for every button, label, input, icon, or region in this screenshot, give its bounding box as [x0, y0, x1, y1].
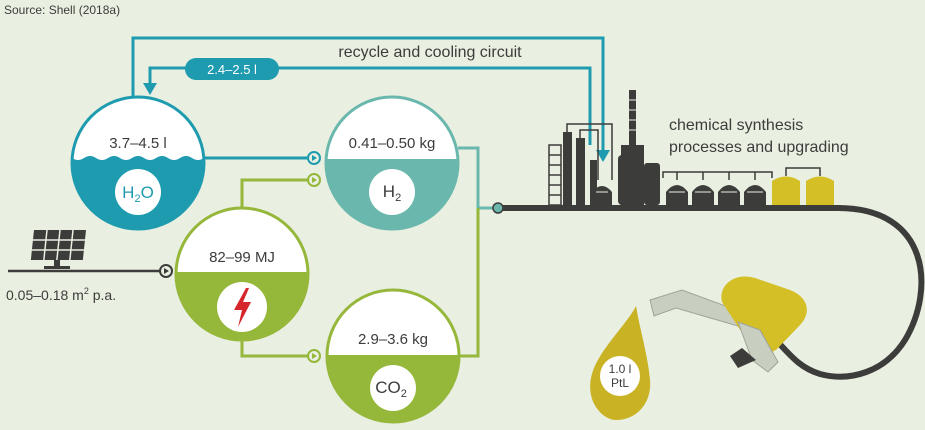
product-volume: 1.0 l [609, 362, 632, 376]
water-formula-badge [115, 169, 161, 215]
hydrogen-formula: H2 [383, 182, 401, 204]
recycle-label: recycle and cooling circuit [338, 44, 522, 61]
lightning-icon [234, 288, 251, 327]
recycle-badge [185, 58, 279, 80]
recycle-arrowhead-down [596, 150, 610, 162]
co2-formula: CO2 [375, 378, 407, 400]
electricity-node: 82–99 MJ [174, 206, 310, 342]
storage-tank-1 [772, 176, 800, 205]
product-badge [600, 356, 640, 396]
recycle-outer-line [131, 36, 605, 160]
water-node: 3.7–4.5 l H2O [70, 95, 206, 231]
recycle-circuit: 2.4–2.5 l recycle and cooling circuit [131, 36, 610, 162]
co2-amount: 2.9–3.6 kg [358, 331, 428, 348]
synthesis-label-line2: processes and upgrading [669, 139, 849, 156]
hydrogen-node: 0.41–0.50 kg H2 [324, 95, 460, 231]
solar-panel-icon [30, 230, 86, 269]
h2-to-plant-line [458, 146, 498, 210]
hydrogen-formula-badge [369, 169, 415, 215]
elec-to-h2-line [240, 178, 309, 208]
storage-tank-2 [806, 176, 834, 205]
product-name: PtL [611, 376, 629, 390]
recycle-inner-line [148, 66, 592, 145]
recycle-arrowhead-water [143, 83, 157, 95]
co2-to-plant-line [459, 208, 480, 358]
co2-node: 2.9–3.6 kg CO2 [325, 288, 461, 424]
water-formula: H2O [122, 183, 154, 205]
electricity-amount: 82–99 MJ [209, 249, 275, 266]
fuel-nozzle-icon [649, 205, 925, 380]
hydrogen-amount: 0.41–0.50 kg [349, 135, 436, 152]
fuel-drop-icon: 1.0 l PtL [590, 306, 651, 420]
water-amount: 3.7–4.5 l [109, 135, 167, 152]
fuel-hose [773, 205, 925, 380]
co2-formula-badge [370, 365, 416, 411]
chemical-plant-icon [492, 90, 843, 214]
plant-inlet-node [492, 202, 504, 214]
synthesis-label-line1: chemical synthesis [669, 117, 803, 134]
solar-area: 0.05–0.18 m2 p.a. [6, 286, 116, 303]
connectors [8, 146, 498, 363]
source-note: Source: Shell (2018a) [4, 3, 120, 17]
recycle-badge-text: 2.4–2.5 l [207, 62, 257, 77]
elec-to-co2-line [240, 340, 309, 358]
